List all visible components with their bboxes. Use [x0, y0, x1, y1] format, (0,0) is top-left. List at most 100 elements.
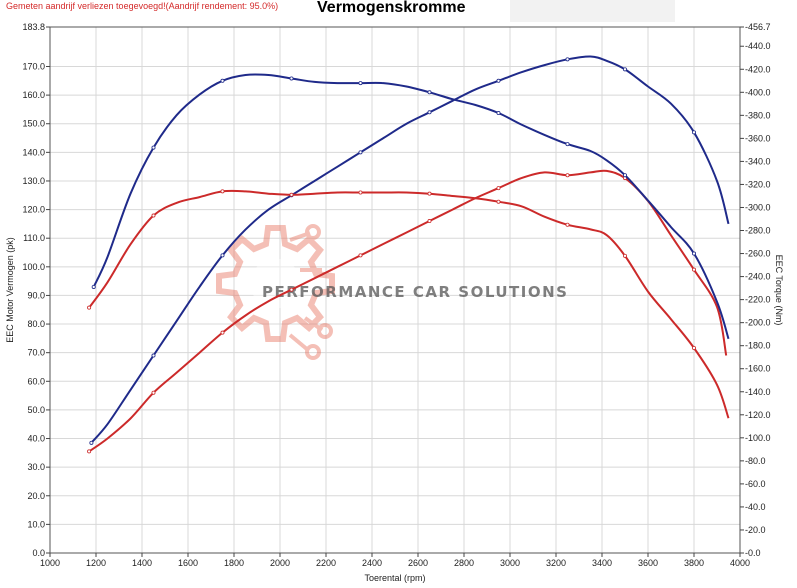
y2-tick-label: -280.0: [745, 226, 771, 236]
y2-tick-label: -20.0: [745, 525, 766, 535]
data-point-power-tuned: [427, 110, 432, 115]
data-point-power-tuned: [220, 253, 225, 258]
data-point-power-tuned: [89, 440, 94, 445]
y-tick-label: 140.0: [22, 147, 45, 157]
series-line-torque-stock: [88, 189, 730, 419]
y-tick-label: 170.0: [22, 61, 45, 71]
y-tick-label: 130.0: [22, 176, 45, 186]
data-point-power-stock: [151, 390, 156, 395]
y-tick-label: 30.0: [27, 462, 45, 472]
y-tick-label: 100.0: [22, 262, 45, 272]
data-point-power-stock: [565, 173, 570, 178]
data-point-power-stock: [692, 267, 697, 272]
x-tick-label: 1800: [224, 558, 244, 568]
y-tick-label: 40.0: [27, 434, 45, 444]
x-tick-label: 2800: [454, 558, 474, 568]
watermark: PERFORMANCE CAR SOLUTIONS: [216, 224, 568, 360]
data-point-power-stock: [289, 287, 294, 292]
data-point-power-tuned: [151, 353, 156, 358]
x-axis: 1000 1200 1400 1600 1800 2000 2200 2400 2600 2800…: [40, 553, 750, 568]
plot-frame: [49, 26, 741, 554]
y-tick-label: 10.0: [27, 519, 45, 529]
data-point-torque-stock: [623, 253, 628, 258]
data-point-power-stock: [87, 449, 92, 454]
x-tick-label: 2600: [408, 558, 428, 568]
y2-tick-label: -60.0: [745, 479, 766, 489]
data-point-power-stock: [427, 219, 432, 224]
data-point-torque-stock: [87, 305, 92, 310]
data-point-torque-tuned: [496, 111, 501, 116]
x-tick-label: 1000: [40, 558, 60, 568]
x-tick-label: 1400: [132, 558, 152, 568]
y2-tick-label: -100.0: [745, 433, 771, 443]
data-point-torque-stock: [151, 213, 156, 218]
y2-tick-label: -40.0: [745, 502, 766, 512]
y-tick-label: 160.0: [22, 90, 45, 100]
data-point-power-stock: [220, 330, 225, 335]
x-tick-label: 3000: [500, 558, 520, 568]
x-tick-label: 4000: [730, 558, 750, 568]
y2-tick-label: -400.0: [745, 87, 771, 97]
y-tick-label: 80.0: [27, 319, 45, 329]
chart-title: Vermogenskromme: [317, 0, 466, 16]
y2-tick-label: -120.0: [745, 410, 771, 420]
y-tick-label: 150.0: [22, 119, 45, 129]
y-axis-left: 0.0 10.0 20.0 30.0 40.0 50.0 60.0 70.0 80.0 90.0 1…: [22, 22, 50, 558]
data-point-power-tuned: [496, 78, 501, 83]
y-tick-label: 70.0: [27, 348, 45, 358]
series-line-power-stock: [88, 169, 728, 453]
gear-circuit-logo-icon: [216, 224, 335, 360]
data-point-power-tuned: [565, 57, 570, 62]
x-tick-label: 1200: [86, 558, 106, 568]
y-tick-label: 60.0: [27, 376, 45, 386]
series-line-power-tuned: [90, 55, 730, 444]
y2-tick-label: -180.0: [745, 341, 771, 351]
y2-tick-label: -380.0: [745, 110, 771, 120]
y2-tick-label: -200.0: [745, 318, 771, 328]
y2-tick-label: -160.0: [745, 364, 771, 374]
series-layer: [87, 55, 730, 454]
data-point-torque-stock: [358, 190, 363, 195]
data-point-power-stock: [358, 253, 363, 258]
y2-tick-label: -240.0: [745, 272, 771, 282]
y-tick-label: 183.8: [22, 22, 45, 32]
data-point-torque-tuned: [289, 76, 294, 81]
y2-tick-label: -320.0: [745, 179, 771, 189]
x-tick-label: 3600: [638, 558, 658, 568]
data-point-power-tuned: [623, 67, 628, 72]
data-point-torque-tuned: [565, 142, 570, 147]
y2-tick-label: -140.0: [745, 387, 771, 397]
y2-tick-label: -340.0: [745, 156, 771, 166]
data-point-torque-tuned: [623, 173, 628, 178]
x-tick-label: 3200: [546, 558, 566, 568]
data-point-torque-stock: [565, 222, 570, 227]
y-tick-label: 0.0: [32, 548, 45, 558]
data-point-power-tuned: [358, 150, 363, 155]
data-point-torque-stock: [289, 192, 294, 197]
y-tick-label: 20.0: [27, 491, 45, 501]
data-point-torque-tuned: [427, 90, 432, 95]
y2-tick-label: -0.0: [745, 548, 761, 558]
x-tick-label: 2400: [362, 558, 382, 568]
y-axis-right: -0.0 -20.0 -40.0 -60.0 -80.0 -100.0 -120.0 -140…: [740, 22, 771, 558]
data-point-torque-stock: [496, 199, 501, 204]
y2-tick-label: -260.0: [745, 249, 771, 259]
x-tick-label: 2000: [270, 558, 290, 568]
y2-tick-label: -440.0: [745, 41, 771, 51]
data-point-power-tuned: [692, 130, 697, 135]
y-tick-label: 110.0: [23, 233, 45, 243]
data-point-torque-tuned: [692, 251, 697, 256]
data-point-torque-tuned: [91, 284, 96, 289]
y2-tick-label: -220.0: [745, 295, 771, 305]
drivetrain-loss-notice: Gemeten aandrijf verliezen toegevoegd!(A…: [6, 1, 279, 11]
title-backdrop: [510, 0, 675, 22]
data-point-torque-tuned: [151, 145, 156, 150]
y-axis-left-label: EEC Motor Vermogen (pk): [5, 237, 15, 343]
data-point-torque-stock: [220, 189, 225, 194]
plot-area: [50, 27, 740, 553]
y-tick-label: 90.0: [27, 290, 45, 300]
watermark-text: PERFORMANCE CAR SOLUTIONS: [262, 283, 568, 301]
y-tick-label: 120.0: [22, 205, 45, 215]
